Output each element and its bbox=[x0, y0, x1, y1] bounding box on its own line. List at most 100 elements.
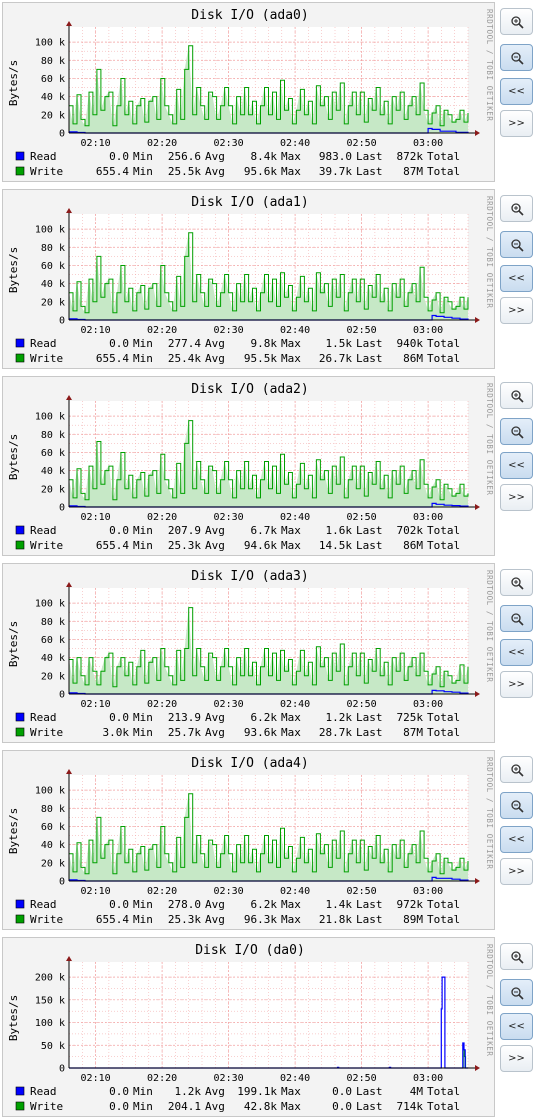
graph-panel: Disk I/O (ada1) RRDTOOL / TOBI OETIKER Byt… bbox=[2, 189, 495, 369]
legend-stat-label: Max bbox=[281, 165, 301, 178]
legend-stat-label: Avg bbox=[205, 913, 225, 926]
back-button[interactable]: << bbox=[500, 452, 533, 479]
x-tick-label: 02:50 bbox=[347, 325, 377, 336]
y-tick-label: 200 k bbox=[35, 973, 65, 984]
forward-button[interactable]: >> bbox=[500, 110, 533, 137]
y-tick-label: 20 k bbox=[41, 484, 65, 495]
y-axis-arrow bbox=[66, 395, 72, 400]
legend-value: 277.4 bbox=[168, 337, 201, 350]
y-tick-label: 100 k bbox=[35, 599, 65, 610]
legend-value: 213.9 bbox=[168, 711, 201, 724]
legend-series-name: Write bbox=[30, 1100, 63, 1113]
legend-swatch bbox=[15, 353, 25, 363]
legend-stat-label: Min bbox=[133, 150, 153, 163]
legend-stat-label: Min bbox=[133, 1085, 153, 1098]
legend-swatch bbox=[15, 727, 25, 737]
legend-stat-label: Avg bbox=[205, 1085, 225, 1098]
rrdtool-watermark: RRDTOOL / TOBI OETIKER bbox=[485, 944, 494, 1057]
disk-io-chart: Disk I/O (da0) RRDTOOL / TOBI OETIKER Byte… bbox=[7, 943, 494, 1113]
legend-value: 0.0 bbox=[109, 150, 129, 163]
y-axis-arrow bbox=[66, 208, 72, 213]
legend-value: 1.2k bbox=[175, 1085, 202, 1098]
chart-title: Disk I/O (ada3) bbox=[191, 569, 308, 584]
zoom-in-button[interactable] bbox=[500, 569, 533, 596]
back-button[interactable]: << bbox=[500, 826, 533, 853]
x-tick-label: 02:50 bbox=[347, 699, 377, 710]
forward-button[interactable]: >> bbox=[500, 484, 533, 511]
legend-stat-label: Avg bbox=[205, 352, 225, 365]
y-tick-label: 20 k bbox=[41, 858, 65, 869]
legend-stat-label: Max bbox=[281, 726, 301, 739]
legend-value: 25.7k bbox=[168, 726, 201, 739]
y-tick-label: 20 k bbox=[41, 110, 65, 121]
y-tick-label: 40 k bbox=[41, 840, 65, 851]
y-tick-label: 60 k bbox=[41, 635, 65, 646]
legend-swatch bbox=[15, 899, 25, 909]
legend-value: 872k bbox=[397, 150, 424, 163]
zoom-in-button[interactable] bbox=[500, 756, 533, 783]
forward-button[interactable]: >> bbox=[500, 297, 533, 324]
zoom-out-button[interactable] bbox=[500, 605, 533, 632]
y-tick-label: 80 k bbox=[41, 56, 65, 67]
legend-stat-label: Min bbox=[133, 1100, 153, 1113]
zoom-out-button[interactable] bbox=[500, 231, 533, 258]
legend-stat-label: Last bbox=[356, 711, 383, 724]
zoom-out-button[interactable] bbox=[500, 44, 533, 71]
plot-area bbox=[69, 962, 468, 1068]
back-button[interactable]: << bbox=[500, 639, 533, 666]
legend-value: 26.7k bbox=[319, 352, 352, 365]
x-tick-label: 02:30 bbox=[214, 699, 244, 710]
legend-value: 39.7k bbox=[319, 165, 352, 178]
zoom-in-button[interactable] bbox=[500, 8, 533, 35]
rrdtool-watermark: RRDTOOL / TOBI OETIKER bbox=[485, 196, 494, 309]
zoom-in-icon bbox=[510, 950, 524, 964]
back-button[interactable]: << bbox=[500, 78, 533, 105]
zoom-in-button[interactable] bbox=[500, 382, 533, 409]
zoom-out-icon bbox=[510, 238, 524, 252]
x-tick-label: 02:10 bbox=[81, 699, 111, 710]
zoom-out-button[interactable] bbox=[500, 792, 533, 819]
x-tick-label: 02:30 bbox=[214, 1073, 244, 1084]
legend-value: 94.6k bbox=[244, 539, 277, 552]
legend-stat-label: Max bbox=[281, 150, 301, 163]
zoom-in-button[interactable] bbox=[500, 943, 533, 970]
y-tick-label: 40 k bbox=[41, 466, 65, 477]
zoom-in-button[interactable] bbox=[500, 195, 533, 222]
legend-stat-label: Avg bbox=[205, 165, 225, 178]
legend-value: 0.0 bbox=[109, 1085, 129, 1098]
back-button[interactable]: << bbox=[500, 265, 533, 292]
forward-button[interactable]: >> bbox=[500, 1045, 533, 1072]
y-tick-label: 0 bbox=[59, 877, 65, 888]
x-axis-arrow bbox=[475, 691, 480, 697]
x-tick-label: 02:20 bbox=[147, 138, 177, 149]
legend-value: 25.3k bbox=[168, 913, 201, 926]
chart-title: Disk I/O (ada2) bbox=[191, 382, 308, 397]
chart-title: Disk I/O (ada1) bbox=[191, 195, 308, 210]
forward-button[interactable]: >> bbox=[500, 671, 533, 698]
zoom-out-button[interactable] bbox=[500, 418, 533, 445]
back-button[interactable]: << bbox=[500, 1013, 533, 1040]
x-tick-label: 02:20 bbox=[147, 886, 177, 897]
y-axis-label: Bytes/s bbox=[7, 621, 20, 667]
legend-stat-label: Last bbox=[356, 1085, 383, 1098]
legend-swatch bbox=[15, 151, 25, 161]
disk-io-chart: Disk I/O (ada4) RRDTOOL / TOBI OETIKER Byt… bbox=[7, 756, 494, 926]
y-axis-label: Bytes/s bbox=[7, 995, 20, 1041]
disk-io-chart: Disk I/O (ada3) RRDTOOL / TOBI OETIKER Byt… bbox=[7, 569, 494, 739]
legend-value: 4M bbox=[410, 1085, 424, 1098]
legend-value: 0.0 bbox=[109, 711, 129, 724]
write-series-line bbox=[69, 607, 469, 688]
legend-value: 9.8k bbox=[251, 337, 278, 350]
y-axis-arrow bbox=[66, 769, 72, 774]
write-series-line bbox=[69, 232, 469, 314]
zoom-out-button[interactable] bbox=[500, 979, 533, 1006]
legend-value: 21.8k bbox=[319, 913, 352, 926]
legend-value: 199.1k bbox=[237, 1085, 277, 1098]
x-tick-label: 02:30 bbox=[214, 512, 244, 523]
legend-value: 1.6k bbox=[326, 524, 353, 537]
legend-value: 6.2k bbox=[251, 898, 278, 911]
legend-stat-label: Total bbox=[427, 337, 460, 350]
y-tick-label: 40 k bbox=[41, 653, 65, 664]
legend-value: 42.8k bbox=[244, 1100, 277, 1113]
forward-button[interactable]: >> bbox=[500, 858, 533, 885]
